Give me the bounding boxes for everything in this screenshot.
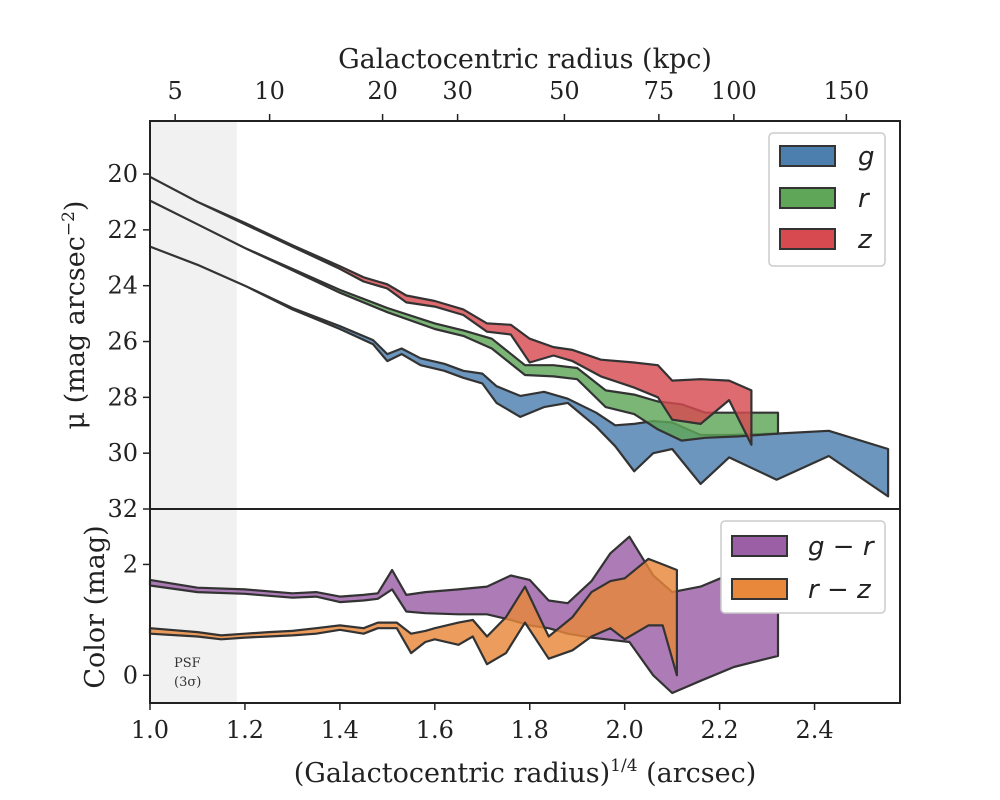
top-y-tick-label-32: 32: [107, 495, 138, 523]
bottom-x-axis-label-sup: 1/4: [610, 756, 637, 776]
top-x-tick-label-20: 20: [367, 77, 398, 105]
legend-label-g: g: [858, 142, 875, 172]
psf-region-bottom: [150, 509, 237, 703]
bottom-bands: [148, 535, 780, 695]
band-z: [148, 175, 753, 446]
legend-label-g-r-b: r: [863, 532, 876, 562]
bottom-x-tick-label-1.8: 1.8: [511, 716, 549, 744]
legend-label-g-r-a: g: [808, 532, 825, 562]
top-y-axis-label: μ (mag arcsec−2): [59, 201, 91, 430]
top-x-tick-label-50: 50: [549, 77, 580, 105]
top-y-ticks: 20 22 24 26 28 30 32: [107, 160, 150, 523]
psf-label-line1: PSF: [174, 656, 201, 671]
top-y-tick-label-28: 28: [107, 383, 138, 411]
top-x-axis-label: Galactocentric radius (kpc): [338, 44, 712, 75]
top-bands: [148, 175, 890, 498]
top-x-tick-label-5: 5: [168, 77, 183, 105]
top-y-tick-label-24: 24: [107, 272, 138, 300]
bottom-x-tick-label-1.2: 1.2: [226, 716, 264, 744]
bottom-x-axis-label-unit: (arcsec): [638, 758, 757, 789]
bottom-legend: g − r r − z: [720, 520, 886, 614]
band-g-minus-r: [148, 535, 780, 695]
bottom-x-tick-label-1.4: 1.4: [321, 716, 359, 744]
legend-label-r-z-b: z: [856, 575, 872, 605]
top-y-tick-label-30: 30: [107, 439, 138, 467]
bottom-x-tick-label-2.2: 2.2: [701, 716, 739, 744]
bottom-panel: 02 1.0 1.2 1.4 1.6 1.8 2.0 2.2 2.4 PSF (3σ) (Ga…: [80, 508, 901, 789]
legend-swatch-r-z: [731, 578, 788, 600]
bottom-y-ticks: 02: [123, 550, 150, 689]
top-y-tick-label-20: 20: [107, 160, 138, 188]
band-g: [148, 245, 890, 498]
bottom-y-tick-label-2: 2: [123, 550, 138, 578]
legend-swatch-z: [779, 228, 836, 250]
psf-region-top: [150, 121, 237, 509]
top-y-axis-label-tail: ): [60, 201, 91, 212]
legend-label-r-z-minus: −: [819, 575, 857, 605]
band-r-minus-z: [148, 557, 678, 677]
legend-label-r: r: [858, 184, 871, 214]
legend-swatch-g: [779, 145, 836, 167]
top-x-tick-label-30: 30: [442, 77, 473, 105]
band-r: [148, 199, 780, 442]
top-y-axis-label-sup: −2: [59, 211, 79, 236]
top-y-tick-label-26: 26: [107, 328, 138, 356]
psf-label-line2: (3σ): [174, 675, 201, 690]
top-legend: g r z: [768, 132, 886, 267]
legend-swatch-r: [779, 187, 836, 209]
top-y-axis-label-main: μ (mag arcsec: [60, 236, 91, 429]
legend-label-g-r: g − r: [808, 532, 876, 562]
top-x-tick-label-100: 100: [711, 77, 757, 105]
legend-label-z: z: [857, 225, 873, 255]
legend-label-r-z: r − z: [808, 575, 872, 605]
top-panel: 20 22 24 26 28 30 32 5 10 20 30 50 75 100 150 Galacto…: [59, 44, 901, 523]
legend-label-g-r-minus: −: [825, 532, 863, 562]
bottom-axes-frame: [149, 508, 901, 704]
legend-label-r-z-a: r: [808, 575, 821, 605]
bottom-x-axis-label: (Galactocentric radius)1/4 (arcsec): [294, 756, 757, 789]
bottom-x-tick-label-1.0: 1.0: [131, 716, 169, 744]
top-x-ticks: 5 10 20 30 50 75 100 150: [168, 77, 869, 121]
bottom-y-tick-label-0: 0: [123, 661, 138, 689]
bottom-x-ticks: 1.0 1.2 1.4 1.6 1.8 2.0 2.2 2.4: [131, 703, 834, 744]
bottom-x-tick-label-2.0: 2.0: [606, 716, 644, 744]
top-x-tick-label-10: 10: [254, 77, 285, 105]
legend-swatch-g-r: [731, 535, 788, 557]
top-x-tick-label-150: 150: [823, 77, 869, 105]
bottom-x-tick-label-1.6: 1.6: [416, 716, 454, 744]
bottom-x-axis-label-main: (Galactocentric radius): [294, 758, 610, 789]
bottom-x-tick-label-2.4: 2.4: [795, 716, 833, 744]
bottom-y-axis-label: Color (mag): [80, 525, 111, 688]
top-x-tick-label-75: 75: [644, 77, 675, 105]
top-y-tick-label-22: 22: [107, 216, 138, 244]
